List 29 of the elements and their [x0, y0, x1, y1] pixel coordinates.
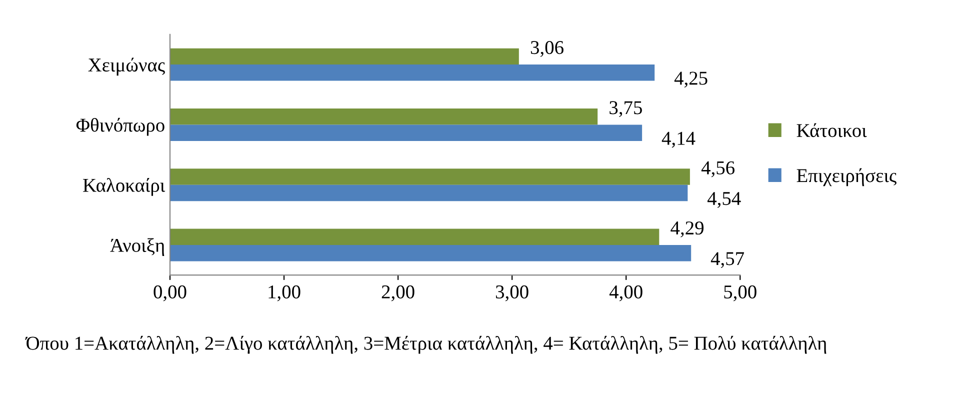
- data-label: 4,54: [707, 192, 741, 208]
- y-tick-label: Χειμώνας: [88, 58, 165, 76]
- x-tick-label: 4,00: [609, 285, 642, 302]
- y-tick-label: Φθινόπωρο: [76, 118, 164, 136]
- x-tick-label: 1,00: [268, 285, 300, 302]
- data-label: 4,29: [670, 221, 704, 238]
- bar: [170, 168, 690, 185]
- legend-label: Κάτοικοι: [796, 123, 867, 138]
- data-label: 3,75: [610, 101, 642, 118]
- bar: [170, 48, 519, 65]
- x-tick-label: 2,00: [382, 285, 414, 302]
- bar: [170, 228, 660, 246]
- y-tick-label: Καλοκαίρι: [83, 178, 166, 196]
- data-label: 4,14: [662, 132, 696, 148]
- text: Όπου 1=Ακατάλληλη, 2=Λίγο κατάλληλη, 3=Μέτρια κατάλληλη, 4= Κατάλληλη, 5= Πολύ κατάλληλη: [25, 336, 826, 354]
- x-tick-label: 5,00: [724, 285, 756, 302]
- data-label: 4,57: [710, 252, 744, 268]
- bar: [170, 108, 598, 125]
- x-tick-label: 3,00: [496, 285, 528, 302]
- bar: [170, 124, 642, 141]
- x-tick-label: 0,00: [154, 285, 186, 302]
- bar: [170, 184, 688, 202]
- bar: [170, 245, 692, 262]
- bar: [170, 64, 655, 81]
- data-label: 4,56: [701, 161, 735, 178]
- data-label: 3,06: [530, 40, 564, 57]
- data-label: 4,25: [674, 72, 708, 88]
- legend-label: Επιχειρήσεις: [796, 168, 896, 186]
- y-tick-label: Άνοιξη: [110, 238, 164, 256]
